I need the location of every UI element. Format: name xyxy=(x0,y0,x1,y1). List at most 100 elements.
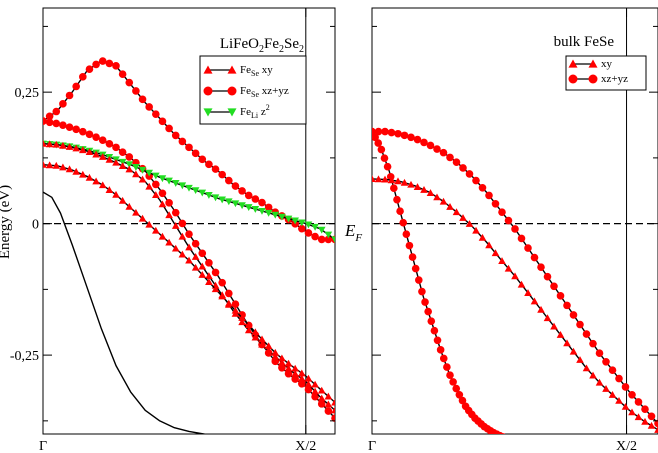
band-marker xyxy=(502,434,510,442)
band-marker xyxy=(304,380,313,388)
band-marker xyxy=(374,175,383,183)
band-marker xyxy=(92,60,100,69)
band-line-6 xyxy=(43,191,208,434)
band-marker xyxy=(291,364,299,372)
band-marker xyxy=(185,230,193,238)
band-marker xyxy=(132,170,140,178)
band-marker xyxy=(198,249,207,258)
band-marker xyxy=(43,117,47,125)
band-marker xyxy=(505,435,513,443)
band-marker xyxy=(158,117,167,126)
band-marker xyxy=(105,59,114,68)
band-marker xyxy=(138,166,147,174)
band-marker xyxy=(641,405,649,413)
band-marker xyxy=(291,369,299,377)
band-marker xyxy=(543,272,552,281)
band-marker xyxy=(324,235,333,244)
band-marker xyxy=(185,143,193,152)
band-marker xyxy=(402,230,411,238)
band-marker xyxy=(218,170,226,179)
band-marker xyxy=(231,306,240,314)
band-marker xyxy=(298,374,306,382)
legend-entry-3: FeLi z2 xyxy=(203,103,270,120)
band-marker xyxy=(271,348,280,356)
band-marker xyxy=(498,208,506,216)
legend-right: xy xz+yz xyxy=(565,55,647,91)
band-marker xyxy=(452,208,461,216)
band-marker xyxy=(191,149,200,158)
band-marker xyxy=(98,181,107,189)
band-marker xyxy=(390,184,398,193)
band-marker xyxy=(225,299,233,307)
band-marker xyxy=(543,314,552,322)
band-marker xyxy=(415,276,423,284)
band-marker xyxy=(178,232,187,240)
band-marker xyxy=(271,211,280,219)
band-marker xyxy=(98,153,107,160)
band-marker xyxy=(105,186,114,193)
band-marker xyxy=(396,207,404,215)
band-marker xyxy=(251,206,260,213)
band-line-5 xyxy=(43,164,335,403)
band-marker xyxy=(231,300,240,308)
band-marker xyxy=(132,87,140,95)
band-marker xyxy=(430,326,439,335)
band-marker xyxy=(576,356,584,363)
band-marker xyxy=(311,387,319,395)
axis-ticks: 0,25 0 -0,25 Γ X/2 xyxy=(10,8,335,453)
band-marker xyxy=(517,280,526,288)
band-marker xyxy=(251,333,260,341)
band-marker xyxy=(491,249,500,257)
band-marker xyxy=(317,400,326,408)
band-marker xyxy=(524,289,532,296)
band-marker xyxy=(634,413,643,421)
band-marker xyxy=(478,183,487,192)
band-marker xyxy=(291,375,299,383)
band-marker xyxy=(225,176,233,185)
band-marker xyxy=(449,378,457,386)
band-marker xyxy=(178,250,187,258)
band-marker xyxy=(72,167,80,175)
legend-entry-2: FeSe xz+yz xyxy=(203,85,289,99)
panel-left-frame xyxy=(42,7,336,435)
band-marker xyxy=(374,127,383,136)
band-marker xyxy=(324,231,333,239)
band-marker xyxy=(500,433,506,434)
band-marker xyxy=(298,224,306,233)
panel-bulk-fese: bulk FeSe EF xy xz+yz Γ X/2 xyxy=(344,7,658,453)
band-marker xyxy=(504,264,513,272)
x-tick-label: X/2 xyxy=(616,439,637,453)
band-line-3 xyxy=(372,178,658,431)
band-marker xyxy=(238,318,246,326)
band-marker xyxy=(317,226,326,234)
band-marker xyxy=(165,199,173,207)
band-marker xyxy=(125,153,134,161)
band-marker xyxy=(621,383,630,391)
band-marker xyxy=(324,407,333,415)
band-marker xyxy=(498,257,506,264)
band-marker xyxy=(615,396,623,404)
band-marker xyxy=(394,177,402,185)
band-marker xyxy=(304,374,313,382)
legend-marker xyxy=(588,59,598,68)
legend-entry-2: xz+yz xyxy=(568,73,628,85)
band-marker xyxy=(278,358,286,366)
band-markers-3 xyxy=(372,175,658,433)
band-marker xyxy=(85,148,94,156)
band-marker xyxy=(205,259,213,267)
band-marker xyxy=(556,292,565,300)
band-marker xyxy=(589,371,597,379)
band-marker xyxy=(615,374,623,383)
band-marker xyxy=(491,199,500,208)
band-marker xyxy=(399,218,408,227)
band-marker xyxy=(112,158,120,166)
band-marker xyxy=(311,232,319,241)
band-marker xyxy=(191,187,200,195)
band-marker xyxy=(198,189,207,197)
band-marker xyxy=(550,282,558,291)
band-marker xyxy=(393,195,401,204)
band-marker xyxy=(641,417,649,425)
band-marker xyxy=(165,124,173,133)
band-marker xyxy=(72,125,80,134)
band-marker xyxy=(420,138,428,147)
